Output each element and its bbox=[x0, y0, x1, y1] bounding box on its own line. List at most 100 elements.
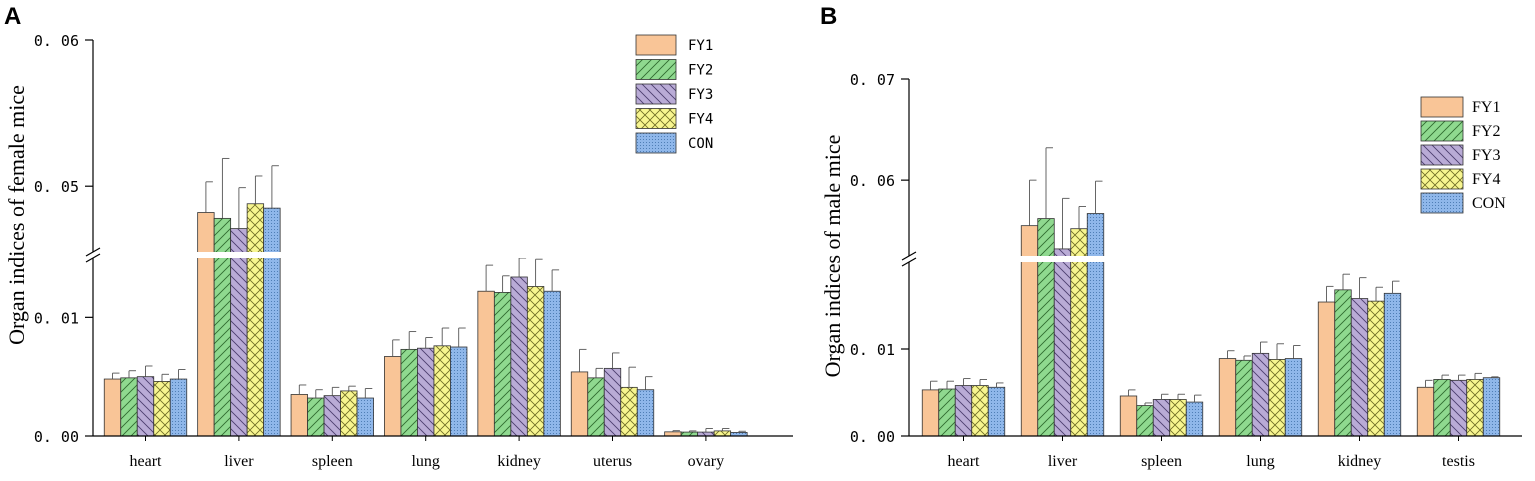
legend-label-a-fy4: FY4 bbox=[688, 112, 713, 128]
bar-pattern-a-heart-fy2 bbox=[120, 377, 138, 436]
bar-b-liver-fy1 bbox=[1021, 225, 1038, 436]
bar-pattern-b-lung-fy4 bbox=[1268, 359, 1286, 436]
break-mark-lower-b bbox=[901, 257, 917, 267]
bar-pattern-b-heart-fy2 bbox=[938, 389, 956, 436]
bar-pattern-b-heart-fy4 bbox=[971, 385, 989, 436]
legend-swatch-outline-b-fy4 bbox=[1420, 168, 1464, 190]
bar-pattern-a-spleen-fy2 bbox=[307, 398, 325, 436]
y-tick-label-a-0.06: 0. 06 bbox=[34, 32, 79, 50]
y-axis-title-b: Organ indices of male mice bbox=[820, 135, 845, 378]
bar-pattern-b-spleen-fy3 bbox=[1153, 399, 1170, 436]
x-tick-label-a-spleen: spleen bbox=[312, 453, 353, 470]
bar-a-lung-fy1 bbox=[384, 356, 401, 436]
bar-pattern-b-testis-con bbox=[1483, 377, 1500, 436]
y-tick-label-a-0.00: 0. 00 bbox=[34, 428, 79, 446]
bar-pattern-a-liver-fy3 bbox=[230, 228, 248, 436]
bar-pattern-a-kidney-fy4 bbox=[527, 286, 544, 436]
bar-pattern-a-kidney-con bbox=[543, 291, 561, 436]
break-mark-upper-b bbox=[901, 251, 917, 261]
bar-pattern-a-kidney-fy2 bbox=[494, 292, 511, 436]
bar-b-lung-fy1 bbox=[1219, 358, 1236, 436]
bar-pattern-a-ovary-con bbox=[730, 432, 748, 436]
bar-pattern-a-ovary-fy3 bbox=[697, 432, 715, 436]
bar-pattern-a-liver-con bbox=[263, 208, 281, 436]
y-tick-label-b-0.00: 0. 00 bbox=[850, 428, 895, 446]
x-tick-label-b-heart: heart bbox=[948, 453, 981, 470]
legend-swatch-pattern-a-fy4 bbox=[636, 108, 676, 129]
bar-pattern-a-heart-con bbox=[170, 379, 187, 436]
legend-a: FY1 FY2 FY3 FY4 CON bbox=[635, 34, 713, 154]
y-axis-title-a: Organ indices of female mice bbox=[4, 85, 29, 345]
legend-swatch-pattern-b-fy2 bbox=[1421, 121, 1463, 141]
bar-pattern-a-uterus-fy4 bbox=[620, 387, 638, 436]
y-tick-label-a-0.01: 0. 01 bbox=[34, 309, 79, 327]
axis-break-band-a bbox=[94, 252, 793, 258]
break-mark-upper-a bbox=[85, 247, 101, 257]
legend-swatch-outline-a-fy3 bbox=[635, 83, 677, 105]
bar-pattern-a-liver-fy4 bbox=[247, 203, 264, 436]
panel-letter-a: A bbox=[4, 3, 21, 30]
bar-pattern-b-lung-fy3 bbox=[1252, 353, 1269, 436]
x-tick-label-b-liver: liver bbox=[1048, 453, 1078, 470]
bar-b-spleen-fy1 bbox=[1120, 395, 1137, 436]
legend-swatch-pattern-b-fy4 bbox=[1421, 169, 1463, 189]
bar-pattern-b-liver-con bbox=[1087, 213, 1104, 436]
legend-swatch-a-fy1 bbox=[636, 35, 676, 55]
x-tick-label-a-lung: lung bbox=[411, 453, 439, 470]
bar-pattern-a-ovary-fy2 bbox=[681, 432, 698, 436]
legend-swatch-outline-b-fy1 bbox=[1420, 96, 1464, 118]
legend-swatch-pattern-a-con bbox=[636, 133, 676, 153]
bar-b-heart-fy1 bbox=[922, 389, 939, 436]
bar-pattern-b-liver-fy3 bbox=[1054, 248, 1071, 436]
bar-pattern-b-heart-con bbox=[988, 387, 1005, 436]
x-tick-label-a-liver: liver bbox=[224, 453, 254, 470]
axis-break-band-b bbox=[910, 256, 1522, 262]
bar-pattern-a-liver-fy2 bbox=[214, 218, 231, 436]
legend-swatch-pattern-a-fy2 bbox=[636, 59, 676, 80]
legend-label-a-fy1: FY1 bbox=[688, 38, 713, 54]
bar-b-kidney-fy1 bbox=[1318, 302, 1335, 436]
bar-pattern-a-kidney-fy3 bbox=[510, 276, 528, 436]
bar-pattern-a-ovary-fy4 bbox=[714, 430, 731, 436]
bar-a-liver-fy1 bbox=[197, 212, 215, 436]
bar-pattern-b-kidney-con bbox=[1384, 293, 1401, 436]
legend-label-a-con: CON bbox=[688, 136, 713, 152]
bar-a-kidney-fy1 bbox=[477, 291, 495, 436]
break-mark-lower-a bbox=[85, 253, 101, 263]
legend-swatch-outline-a-con bbox=[635, 132, 677, 154]
plot-area-b: heart liver spleen lung kidney testis 0. 00 0. … bbox=[850, 71, 1522, 470]
x-tick-label-a-ovary: ovary bbox=[688, 453, 724, 470]
legend-label-b-fy3: FY3 bbox=[1472, 147, 1500, 164]
y-tick-label-b-0.06: 0. 06 bbox=[850, 172, 895, 190]
legend-label-a-fy3: FY3 bbox=[688, 87, 713, 103]
legend-swatch-pattern-b-con bbox=[1421, 193, 1463, 213]
bar-pattern-b-heart-fy3 bbox=[955, 385, 972, 436]
legend-swatch-pattern-a-fy3 bbox=[636, 84, 676, 104]
bar-pattern-a-uterus-con bbox=[637, 389, 654, 436]
x-tick-label-b-kidney: kidney bbox=[1338, 453, 1382, 470]
bar-pattern-b-testis-fy4 bbox=[1466, 379, 1484, 436]
legend-swatch-outline-a-fy2 bbox=[635, 59, 677, 80]
bar-pattern-a-lung-fy2 bbox=[400, 349, 418, 436]
legend-b: FY1 FY2 FY3 FY4 CON bbox=[1420, 96, 1506, 214]
x-tick-label-b-lung: lung bbox=[1246, 453, 1274, 470]
legend-label-b-fy1: FY1 bbox=[1472, 99, 1500, 116]
bar-a-ovary-fy1 bbox=[664, 431, 682, 436]
x-tick-label-a-heart: heart bbox=[130, 453, 163, 470]
bar-pattern-a-spleen-fy4 bbox=[340, 390, 358, 436]
y-tick-label-a-0.05: 0. 05 bbox=[34, 178, 79, 196]
bar-b-testis-fy1 bbox=[1417, 387, 1434, 436]
bar-pattern-a-spleen-con bbox=[357, 398, 374, 436]
bar-pattern-a-uterus-fy2 bbox=[587, 377, 605, 436]
legend-label-b-fy2: FY2 bbox=[1472, 123, 1500, 140]
bar-pattern-b-lung-con bbox=[1285, 358, 1302, 436]
x-tick-label-b-spleen: spleen bbox=[1141, 453, 1182, 470]
x-tick-label-b-testis: testis bbox=[1442, 453, 1475, 470]
bar-pattern-b-testis-fy2 bbox=[1433, 379, 1451, 436]
x-tick-label-a-uterus: uterus bbox=[593, 453, 632, 470]
bar-pattern-b-spleen-con bbox=[1186, 402, 1203, 436]
legend-swatch-outline-a-fy1 bbox=[635, 34, 677, 56]
legend-swatch-outline-b-fy2 bbox=[1420, 120, 1464, 142]
bar-pattern-b-kidney-fy4 bbox=[1367, 301, 1385, 436]
